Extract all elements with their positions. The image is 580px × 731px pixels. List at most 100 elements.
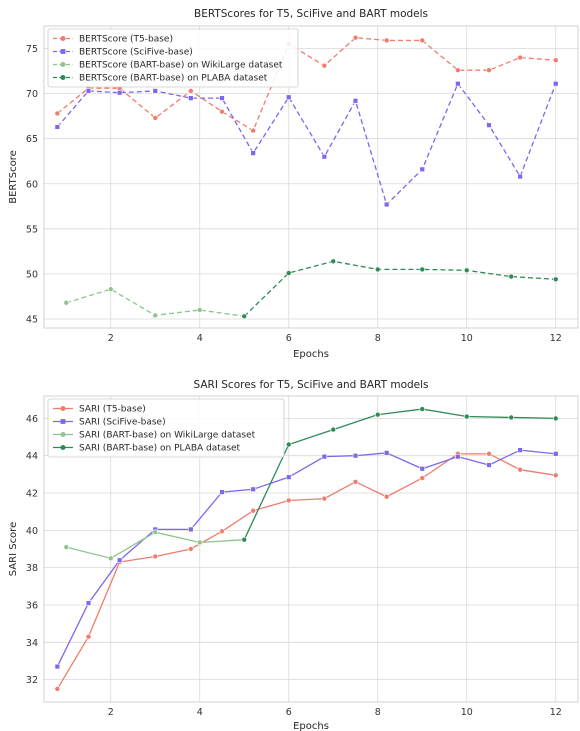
legend-marker	[60, 432, 66, 437]
data-point	[383, 201, 390, 208]
series-4	[241, 258, 559, 320]
y-tick-label: 36	[26, 600, 38, 611]
data-point	[508, 273, 515, 280]
legend-marker	[60, 49, 66, 54]
data-point	[455, 67, 461, 73]
x-tick-label: 4	[197, 707, 203, 718]
x-tick-label: 6	[286, 333, 292, 344]
data-point	[241, 536, 248, 543]
data-point	[285, 497, 292, 504]
data-point	[321, 154, 328, 160]
series-2	[54, 447, 559, 670]
legend-label: BERTScore (T5-base)	[79, 35, 173, 45]
data-point	[508, 414, 515, 421]
data-point	[54, 663, 61, 670]
y-tick-label: 70	[26, 89, 38, 100]
data-point	[196, 539, 203, 546]
data-point	[250, 150, 256, 156]
data-point	[116, 90, 123, 96]
data-point	[383, 450, 390, 456]
series-line	[56, 453, 556, 690]
data-point	[383, 493, 390, 500]
y-tick-label: 42	[26, 489, 38, 500]
data-point	[107, 555, 114, 562]
y-tick-label: 45	[26, 314, 38, 325]
legend-label: SARI (BART-base) on WikiLarge dataset	[79, 431, 256, 441]
data-point	[419, 406, 426, 412]
data-point	[250, 486, 256, 492]
y-tick-label: 55	[26, 224, 38, 235]
legend: BERTScore (T5-base) BERTScore (SciFive-ba…	[47, 28, 299, 88]
legend-label: BERTScore (SciFive-base)	[79, 48, 193, 58]
data-point	[486, 67, 492, 73]
data-point	[463, 413, 470, 420]
plot-area	[43, 25, 579, 329]
data-point	[286, 474, 292, 480]
data-point	[219, 528, 225, 535]
legend-label: BERTScore (BART-base) on WikiLarge datas…	[79, 61, 283, 71]
x-tick-label: 4	[197, 333, 203, 344]
data-point	[517, 447, 523, 453]
series-line	[243, 408, 556, 540]
x-tick-label: 8	[375, 333, 381, 344]
data-point	[419, 37, 426, 44]
plot-area	[43, 395, 579, 703]
data-point	[463, 267, 470, 274]
data-point	[188, 88, 194, 94]
data-point	[85, 600, 92, 606]
y-tick-label: 32	[26, 675, 38, 686]
data-point	[219, 489, 225, 495]
data-point	[116, 557, 123, 563]
data-point	[517, 466, 523, 473]
data-point	[54, 110, 61, 117]
data-point	[419, 166, 425, 173]
data-point	[517, 173, 523, 180]
data-point	[486, 451, 492, 457]
data-point	[219, 108, 225, 115]
data-point	[250, 507, 256, 514]
data-point	[152, 115, 159, 121]
series-line	[56, 449, 556, 667]
chart-1: 2 4 6 8 10 12 45 50 55 60 65 70 75 BERTScores for T5,…	[8, 8, 579, 360]
data-point	[321, 62, 328, 69]
legend-marker	[60, 419, 66, 424]
data-point	[285, 441, 292, 448]
data-point	[54, 686, 61, 692]
legend-marker	[60, 36, 66, 41]
y-tick-label: 38	[26, 563, 38, 574]
y-tick-label: 75	[26, 44, 38, 55]
data-point	[552, 57, 559, 64]
data-point	[286, 94, 292, 100]
data-point	[419, 475, 426, 481]
data-point	[330, 258, 337, 265]
data-point	[152, 88, 158, 94]
data-point	[352, 34, 359, 41]
data-point	[63, 299, 70, 306]
data-point	[552, 415, 559, 422]
legend-marker	[60, 75, 66, 80]
data-point	[196, 307, 203, 313]
legend-marker	[60, 406, 66, 411]
data-point	[486, 462, 492, 468]
x-tick-label: 8	[375, 707, 381, 718]
legend-marker	[60, 62, 66, 67]
series-2	[54, 80, 559, 208]
data-point	[352, 479, 359, 485]
y-tick-label: 34	[26, 638, 38, 649]
data-point	[374, 411, 381, 418]
chart-title: SARI Scores for T5, SciFive and BART mod…	[193, 379, 428, 391]
data-point	[517, 54, 523, 61]
data-point	[321, 495, 328, 502]
data-point	[107, 286, 114, 293]
x-axis-label: Epochs	[293, 721, 329, 731]
data-point	[321, 453, 328, 460]
data-point	[241, 313, 248, 320]
legend-box	[47, 398, 285, 458]
y-tick-label: 65	[26, 134, 38, 145]
data-point	[374, 266, 381, 273]
data-point	[152, 529, 159, 536]
data-point	[552, 472, 559, 479]
legend-label: SARI (SciFive-base)	[79, 418, 166, 428]
x-tick-label: 10	[461, 333, 473, 344]
